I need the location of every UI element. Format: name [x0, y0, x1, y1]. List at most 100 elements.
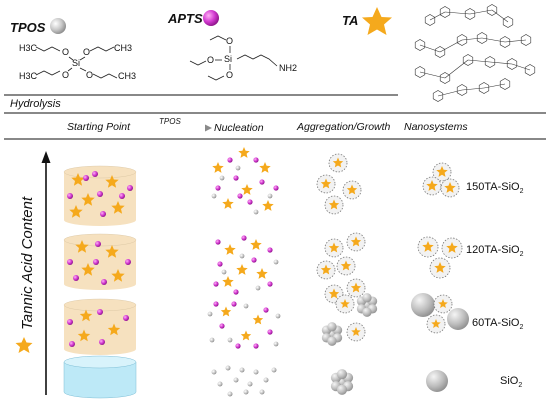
ta-ring: [506, 58, 518, 70]
header-nucleation: Nucleation: [214, 122, 264, 134]
tpos-dot-icon: [225, 365, 231, 371]
arrow-head-icon: [205, 124, 212, 132]
tpos-dot-icon: [271, 367, 277, 373]
apts-dot-icon: [267, 247, 273, 253]
ta-ring: [499, 36, 511, 48]
tpos-chain-4: [92, 73, 118, 79]
ta-star-icon: [111, 201, 125, 214]
ta-ring: [439, 6, 451, 18]
ta-star-icon: [328, 199, 340, 210]
apts-label: APTS: [167, 11, 203, 26]
ta-star-icon: [252, 314, 264, 325]
header-nanosystems: Nanosystems: [404, 121, 468, 133]
tpos-dot-icon: [243, 303, 249, 309]
apts-dot-icon: [97, 309, 103, 315]
tannic-acid-structure: [414, 4, 536, 102]
apts-dot-icon: [67, 259, 73, 265]
water-cylinder-top: [63, 355, 137, 369]
tpos-sphere-icon: [50, 18, 66, 34]
ta-bond: [483, 83, 506, 89]
apts-dot-icon: [67, 319, 73, 325]
tpos-dot-icon: [211, 193, 217, 199]
tpos-bond-1: [68, 56, 74, 61]
ta-bond: [444, 11, 471, 15]
ta-star-icon: [111, 269, 125, 282]
ta-ring: [520, 34, 532, 46]
axis-star-icon: [15, 337, 33, 353]
silica-particle-icon: [336, 369, 348, 380]
apts-dot-icon: [267, 281, 273, 287]
ta-star-icon: [240, 330, 252, 341]
ta-ring: [478, 82, 490, 94]
ta-star-icon: [422, 241, 434, 252]
ta-star-icon: [340, 260, 352, 271]
apts-dot-icon: [259, 179, 265, 185]
silica-particle-icon: [327, 336, 337, 346]
legend-apts: APTS: [167, 10, 219, 26]
apts-dot-icon: [235, 343, 241, 349]
apts-dot-icon: [233, 289, 239, 295]
ta-star-icon: [224, 244, 236, 255]
apts-dot-icon: [97, 191, 103, 197]
apts-dot-icon: [215, 185, 221, 191]
tpos-dot-icon: [207, 311, 213, 317]
ta-ring: [432, 90, 444, 102]
tpos-chain-2: [89, 46, 115, 52]
tpos-o-1: O: [62, 47, 69, 57]
ta-star-icon: [262, 200, 274, 211]
apts-o-3: O: [226, 70, 233, 80]
tpos-dot-icon: [273, 341, 279, 347]
legend-ta: TA: [342, 7, 392, 35]
apts-dot-icon: [123, 315, 129, 321]
tpos-dot-icon: [209, 337, 215, 343]
ta-star-icon: [362, 7, 392, 35]
tpos-chain-1: [35, 46, 61, 52]
tpos-dot-icon: [221, 269, 227, 275]
ta-bond: [439, 39, 463, 53]
ta-bond: [461, 87, 485, 91]
ta-star-icon: [350, 282, 362, 293]
tpos-dot-icon: [239, 367, 245, 373]
apts-dot-icon: [99, 339, 105, 345]
ta-bond: [469, 9, 493, 15]
apts-dot-icon: [101, 279, 107, 285]
silica-particle-icon: [447, 308, 469, 330]
ta-ring: [502, 16, 514, 28]
ta-bond: [419, 71, 446, 79]
axis-arrow-head-icon: [41, 151, 51, 163]
ta-star-icon: [259, 162, 271, 173]
apts-dot-icon: [253, 157, 259, 163]
cylinder-body: [64, 240, 136, 290]
ta-star-icon: [320, 178, 332, 189]
ta-star-icon: [105, 245, 119, 258]
tpos-dot-icon: [217, 381, 223, 387]
ta-ring: [486, 4, 498, 16]
apts-si: Si: [224, 54, 232, 64]
tpos-o-2: O: [83, 47, 90, 57]
apts-dot-icon: [273, 185, 279, 191]
tpos-dot-icon: [233, 377, 239, 383]
tpos-o-4: O: [86, 70, 93, 80]
tpos-chain-3: [35, 70, 61, 76]
tpos-h3c-bottom: H3C: [19, 71, 38, 81]
ta-star-icon: [81, 263, 95, 276]
ta-ring: [462, 54, 474, 66]
ta-bond: [461, 37, 483, 41]
apts-dot-icon: [127, 185, 133, 191]
ta-star-icon: [444, 182, 456, 193]
header-arrow-label: TPOS: [159, 117, 181, 126]
rows-layer: [63, 147, 469, 399]
apts-dot-icon: [219, 323, 225, 329]
tpos-dot-icon: [267, 193, 273, 199]
apts-dot-icon: [253, 343, 259, 349]
tpos-dot-icon: [219, 175, 225, 181]
header-starting-point: Starting Point: [67, 121, 131, 133]
ta-star-icon: [81, 193, 95, 206]
ta-star-icon: [346, 184, 358, 195]
apts-structural-formula: O Si O O NH2: [189, 35, 297, 81]
ta-label: TA: [342, 13, 358, 28]
tpos-h3c-top: H3C: [19, 43, 38, 53]
ta-star-icon: [69, 205, 83, 218]
tpos-bond-3: [67, 67, 73, 72]
axis-label: Tannic Acid Content: [19, 196, 36, 330]
